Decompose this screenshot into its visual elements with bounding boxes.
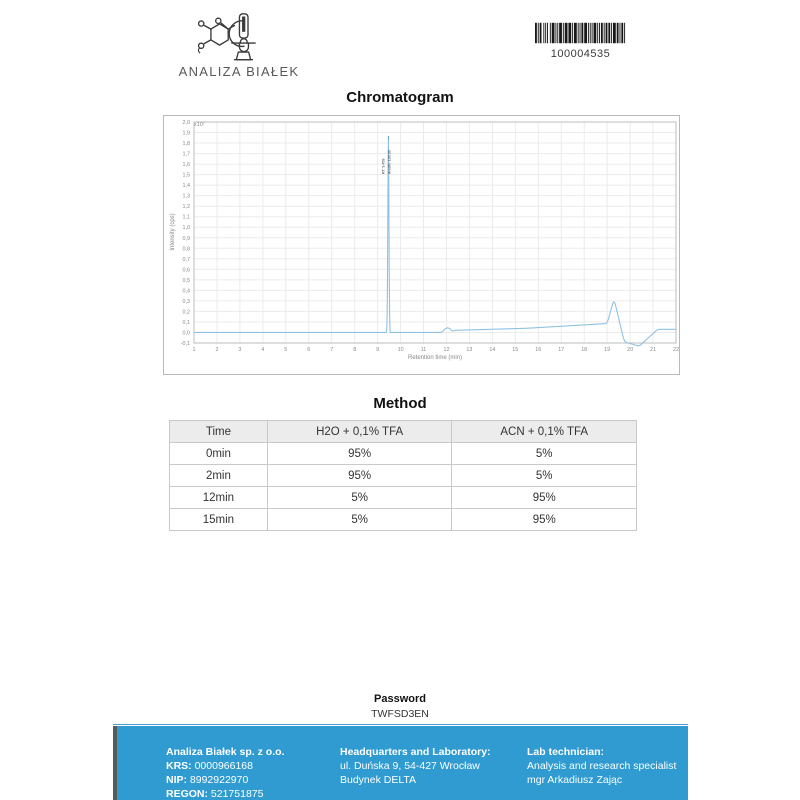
svg-text:0,2: 0,2 [183, 309, 191, 315]
svg-text:1: 1 [193, 347, 196, 353]
svg-text:14: 14 [489, 347, 495, 353]
svg-text:Retention time (min): Retention time (min) [408, 355, 462, 361]
svg-text:0,8: 0,8 [183, 246, 191, 252]
svg-text:2,0: 2,0 [183, 120, 191, 126]
svg-text:4: 4 [261, 347, 264, 353]
svg-text:10: 10 [398, 347, 404, 353]
svg-text:22: 22 [673, 347, 679, 353]
svg-text:3: 3 [238, 347, 241, 353]
svg-text:19: 19 [604, 347, 610, 353]
svg-text:2: 2 [216, 347, 219, 353]
svg-text:-0,1: -0,1 [181, 341, 190, 347]
svg-text:x10⁷: x10⁷ [194, 122, 205, 128]
svg-text:20: 20 [627, 347, 633, 353]
svg-text:16: 16 [535, 347, 541, 353]
svg-text:6: 6 [307, 347, 310, 353]
svg-text:15: 15 [512, 347, 518, 353]
svg-text:13: 13 [466, 347, 472, 353]
svg-text:1,6: 1,6 [183, 162, 191, 168]
svg-text:1,9: 1,9 [183, 131, 191, 137]
svg-text:0,0: 0,0 [183, 330, 191, 336]
svg-text:0,7: 0,7 [183, 257, 191, 263]
svg-text:17: 17 [558, 347, 564, 353]
svg-text:1,3: 1,3 [183, 194, 191, 200]
svg-text:0,4: 0,4 [183, 288, 191, 294]
svg-text:0,6: 0,6 [183, 267, 191, 273]
svg-text:1,7: 1,7 [183, 152, 191, 158]
svg-text:1,5: 1,5 [183, 173, 191, 179]
svg-text:1,2: 1,2 [183, 204, 191, 210]
svg-text:7: 7 [330, 347, 333, 353]
svg-text:RT: 9.459: RT: 9.459 [382, 159, 386, 174]
svg-text:0,1: 0,1 [183, 320, 191, 326]
svg-text:8: 8 [353, 347, 356, 353]
svg-text:21: 21 [650, 347, 656, 353]
svg-text:0,5: 0,5 [183, 278, 191, 284]
svg-text:0,3: 0,3 [183, 299, 191, 305]
svg-text:0,9: 0,9 [183, 236, 191, 242]
svg-text:1,1: 1,1 [183, 215, 191, 221]
svg-text:9: 9 [376, 347, 379, 353]
svg-text:18: 18 [581, 347, 587, 353]
svg-text:Intensity (cps): Intensity (cps) [170, 213, 176, 250]
svg-text:1,8: 1,8 [183, 141, 191, 147]
svg-text:Area%: 100.00: Area%: 100.00 [388, 150, 392, 174]
svg-text:12: 12 [444, 347, 450, 353]
svg-text:1,0: 1,0 [183, 225, 191, 231]
svg-text:5: 5 [284, 347, 287, 353]
svg-text:1,4: 1,4 [183, 183, 191, 189]
svg-text:11: 11 [421, 347, 427, 353]
